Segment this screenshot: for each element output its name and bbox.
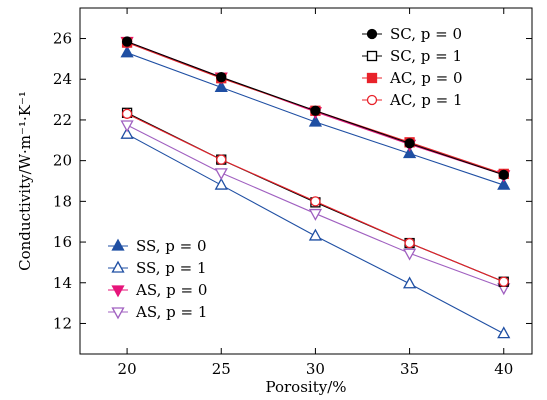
y-axis-label: Conductivity/W·m⁻¹·K⁻¹ bbox=[16, 91, 34, 271]
legend-label: AS, p = 1 bbox=[135, 303, 207, 321]
series-5 bbox=[120, 126, 511, 339]
x-tick-label: 25 bbox=[212, 360, 231, 378]
y-tick-label: 16 bbox=[53, 233, 72, 251]
y-tick-label: 26 bbox=[53, 30, 72, 48]
data-point bbox=[121, 36, 133, 47]
legend-label: AC, p = 0 bbox=[389, 69, 463, 87]
legend-label: AC, p = 1 bbox=[389, 91, 463, 109]
legend-top-right: SC, p = 0 SC, p = 1 AC, p = 0 AC, p = 1 bbox=[362, 25, 463, 109]
y-tick-label: 20 bbox=[53, 152, 72, 170]
legend-marker bbox=[366, 94, 378, 106]
data-point bbox=[308, 228, 323, 241]
series-layer bbox=[120, 36, 511, 339]
data-point bbox=[404, 237, 415, 249]
legend-marker bbox=[111, 285, 125, 298]
data-point bbox=[120, 126, 134, 139]
x-tick-label: 30 bbox=[306, 360, 325, 378]
legend-item: SC, p = 0 bbox=[362, 25, 462, 43]
data-point bbox=[120, 120, 134, 133]
ticks-layer: 20 25 30 35 40 12 14 16 18 20 22 24 26 bbox=[53, 8, 532, 378]
data-point bbox=[214, 168, 228, 181]
data-point bbox=[310, 105, 321, 116]
data-point bbox=[214, 177, 228, 190]
legend-bottom-left: SS, p = 0 SS, p = 1 AS, p = 0 AS, p = 1 bbox=[108, 237, 207, 321]
x-tick-label: 35 bbox=[400, 360, 419, 378]
legend-item: AS, p = 1 bbox=[108, 303, 207, 321]
plot-frame bbox=[79, 7, 533, 355]
legend-label: AS, p = 0 bbox=[135, 281, 207, 299]
data-point bbox=[498, 169, 509, 181]
series-3 bbox=[121, 108, 509, 287]
data-point bbox=[308, 114, 323, 127]
data-point bbox=[121, 108, 133, 119]
legend-layer: SC, p = 0 SC, p = 1 AC, p = 0 AC, p = 1 SS, … bbox=[108, 25, 463, 321]
y-tick-label: 24 bbox=[53, 70, 72, 88]
data-point bbox=[310, 196, 321, 207]
legend-marker bbox=[366, 50, 378, 62]
data-point bbox=[308, 208, 323, 221]
y-tick-label: 14 bbox=[53, 274, 72, 292]
series-7 bbox=[120, 120, 511, 296]
legend-item: SC, p = 1 bbox=[362, 47, 462, 65]
legend-item: SS, p = 0 bbox=[108, 237, 207, 255]
legend-label: SC, p = 1 bbox=[390, 47, 462, 65]
legend-marker bbox=[111, 307, 125, 320]
data-point bbox=[120, 45, 134, 58]
legend-marker bbox=[111, 238, 125, 251]
data-point bbox=[214, 80, 228, 93]
data-point bbox=[216, 72, 227, 83]
data-point bbox=[498, 276, 509, 287]
y-tick-label: 12 bbox=[53, 314, 72, 332]
x-tick-label: 40 bbox=[494, 360, 513, 378]
legend-marker bbox=[366, 28, 378, 40]
legend-marker bbox=[366, 72, 378, 84]
data-point bbox=[497, 326, 511, 339]
data-point bbox=[402, 248, 417, 261]
y-tick-label: 18 bbox=[53, 192, 72, 210]
legend-label: SC, p = 0 bbox=[390, 25, 462, 43]
data-point bbox=[497, 177, 511, 190]
data-point bbox=[402, 146, 417, 159]
data-point bbox=[404, 138, 415, 149]
legend-item: AC, p = 0 bbox=[362, 69, 463, 87]
legend-item: AS, p = 0 bbox=[108, 281, 207, 299]
series-4 bbox=[120, 45, 511, 190]
legend-item: SS, p = 1 bbox=[108, 259, 207, 277]
series-0 bbox=[121, 36, 509, 181]
legend-label: SS, p = 1 bbox=[136, 259, 207, 277]
legend-marker bbox=[111, 260, 125, 273]
legend-item: AC, p = 1 bbox=[362, 91, 463, 109]
legend-label: SS, p = 0 bbox=[136, 237, 207, 255]
x-axis-label: Porosity/% bbox=[265, 378, 346, 396]
x-tick-label: 20 bbox=[118, 360, 137, 378]
y-tick-label: 22 bbox=[53, 111, 72, 129]
data-point bbox=[216, 154, 227, 165]
data-point bbox=[402, 276, 417, 289]
